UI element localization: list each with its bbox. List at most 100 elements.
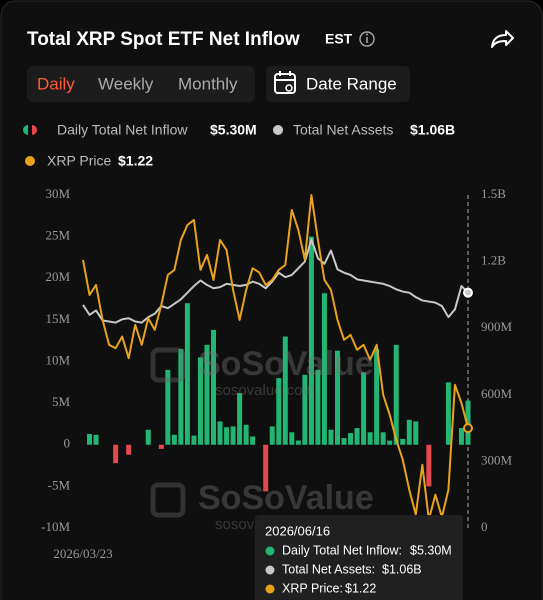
bar (406, 419, 412, 445)
bar (445, 382, 451, 445)
bar (93, 434, 99, 445)
bar (458, 428, 464, 445)
calendar-icon (274, 71, 296, 94)
bar (328, 429, 334, 445)
bar (171, 434, 177, 445)
y2-tick-label: 1.2B (481, 253, 506, 268)
y-tick-label: 15M (45, 311, 70, 326)
bar (315, 369, 321, 445)
hover-point (463, 287, 473, 298)
legend-swatch (32, 125, 37, 135)
bar (178, 349, 184, 445)
date-range-button[interactable] (266, 66, 410, 102)
tooltip-label: Daily Total Net Inflow: (282, 543, 402, 557)
bar (113, 444, 119, 464)
tooltip: 2026/06/16 Daily Total Net Inflow: $5.30M T… (255, 515, 463, 600)
tooltip-swatch (265, 584, 275, 594)
bar (282, 336, 288, 445)
bar (302, 374, 308, 445)
y2-tick-label: 0 (481, 519, 488, 534)
bar (367, 432, 373, 445)
plot: 30M 25M 20M 15M 10M 5M 0 -5M -10M 1.5B 1.2B 900M 600… (41, 186, 512, 561)
bar (211, 329, 217, 445)
legend-label: Daily Total Net Inflow (57, 122, 188, 138)
x-tick-label: 2026/03/23 (53, 546, 112, 561)
y2-tick-label: 300M (481, 452, 513, 467)
bar (393, 344, 399, 445)
bar (374, 349, 380, 445)
bar (263, 444, 269, 492)
bar (289, 432, 295, 445)
bar (341, 438, 347, 445)
legend-swatch (273, 125, 283, 135)
bar (217, 421, 223, 445)
y2-tick-label: 900M (481, 319, 513, 334)
bar (400, 438, 406, 445)
bar (413, 421, 419, 445)
line (82, 194, 469, 521)
watermark-site: sosovalue.com (215, 382, 315, 399)
tooltip-date: 2026/06/16 (265, 523, 330, 538)
bar (276, 378, 282, 445)
date-range-label[interactable]: Date Range (306, 74, 397, 93)
bar (348, 433, 354, 445)
tooltip-swatch (265, 565, 275, 575)
tab-group (27, 66, 255, 102)
bar (158, 444, 164, 449)
bar (243, 424, 249, 445)
y-tick-label: 0 (64, 436, 71, 451)
tooltip-box (255, 515, 463, 600)
info-icon[interactable] (359, 31, 375, 47)
bar (295, 440, 301, 445)
y-tick-label: 30M (45, 186, 70, 201)
tooltip-value: $1.06B (382, 562, 422, 576)
watermark: SoSoValue sosovalue.com SoSoValue sosova… (150, 345, 374, 533)
tab[interactable]: Daily (37, 74, 75, 93)
bar (165, 369, 171, 445)
y-tick-label: -5M (48, 477, 71, 492)
bar (387, 440, 393, 445)
title: Total XRP Spot ETF Net Inflow (27, 29, 300, 50)
y-tick-label: 5M (52, 394, 71, 409)
bar (191, 435, 197, 445)
y2-tick-label: 1.5B (481, 186, 506, 201)
watermark-brand: SoSoValue (198, 479, 374, 517)
legend-value: $5.30M (210, 122, 257, 138)
tab[interactable]: Weekly (98, 74, 154, 93)
tab[interactable]: Monthly (178, 74, 238, 93)
bar (334, 350, 340, 445)
watermark-brand: SoSoValue (198, 345, 374, 383)
bar (224, 427, 230, 445)
bar (354, 428, 360, 445)
bar (237, 393, 243, 445)
bar (380, 432, 386, 445)
bar (250, 436, 256, 445)
bar (308, 236, 314, 445)
y-tick-label: 10M (45, 352, 70, 367)
bar (87, 433, 93, 445)
legend-value: $1.22 (118, 153, 153, 169)
bar (230, 426, 236, 445)
tooltip-value: $5.30M (410, 543, 452, 557)
bar (184, 303, 190, 445)
tooltip-value: $1.22 (345, 581, 376, 595)
legend-value: $1.06B (410, 122, 455, 138)
share-icon[interactable] (491, 30, 514, 48)
bar (465, 400, 471, 445)
y2-tick-label: 600M (481, 386, 513, 401)
legend-label: XRP Price (47, 153, 112, 169)
tooltip-swatch (265, 546, 275, 556)
bar (426, 444, 432, 487)
tooltip-label: Total Net Assets: (282, 562, 375, 576)
y-tick-label: -10M (41, 519, 70, 534)
bar (269, 426, 275, 445)
legend-swatch (23, 125, 28, 135)
tooltip-label: XRP Price: (282, 581, 343, 595)
bar (204, 344, 210, 445)
y-tick-label: 25M (45, 228, 70, 243)
hover-point (463, 423, 473, 434)
bar (126, 444, 132, 455)
